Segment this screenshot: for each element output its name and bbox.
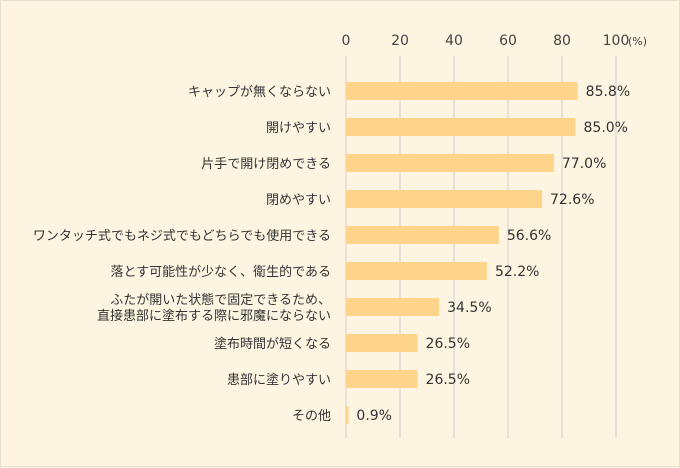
category-label-4: ワンタッチ式でもネジ式でもどちらでも使用できる (33, 228, 331, 244)
x-tick-label-20: 20 (391, 33, 409, 49)
value-label-2: 77.0% (562, 156, 606, 172)
category-label-7: 塗布時間が短くなる (214, 336, 331, 352)
bar-9 (346, 406, 349, 424)
bar-7 (346, 334, 418, 352)
x-tick-label-40: 40 (445, 33, 463, 49)
bar-4 (346, 226, 499, 244)
category-label-3: 閉めやすい (266, 193, 331, 208)
bar-6 (346, 298, 440, 316)
value-label-0: 85.8% (586, 84, 630, 100)
value-label-5: 52.2% (495, 264, 539, 280)
value-label-3: 72.6% (550, 192, 594, 208)
bar-5 (346, 262, 487, 280)
x-axis: 0 20 40 60 80 100(%) (342, 33, 648, 49)
bar-layer (346, 82, 578, 424)
x-tick-label-80: 80 (553, 33, 571, 49)
category-label-9: その他 (292, 409, 331, 424)
bar-2 (346, 154, 554, 172)
value-label-9: 0.9% (356, 408, 392, 424)
category-label-1: 開けやすい (266, 121, 331, 136)
x-tick-label-0: 0 (342, 33, 351, 49)
label-layer: 85.8% キャップが無くならない 85.0% 開けやすい 77.0% 片手で開け閉めでき… (33, 84, 630, 424)
value-label-8: 26.5% (426, 372, 470, 388)
x-tick-label-60: 60 (499, 33, 517, 49)
category-label-0: キャップが無くならない (188, 85, 331, 100)
bar-8 (346, 370, 418, 388)
bar-1 (346, 118, 576, 136)
category-label-2: 片手で開け閉めできる (201, 157, 331, 172)
value-label-1: 85.0% (584, 120, 628, 136)
value-label-4: 56.6% (507, 228, 551, 244)
category-label-6: ふたが開いた状態で固定できるため、直接患部に塗布する際に邪魔にならない (97, 292, 331, 324)
value-label-7: 26.5% (426, 336, 470, 352)
bar-0 (346, 82, 578, 100)
category-label-8: 患部に塗りやすい (227, 372, 331, 388)
category-label-5: 落とす可能性が少なく、衛生的である (111, 264, 331, 280)
x-tick-label-100: 100 (603, 33, 630, 49)
bar-3 (346, 190, 543, 208)
unit-label: (%) (628, 35, 647, 48)
value-label-6: 34.5% (447, 300, 491, 316)
